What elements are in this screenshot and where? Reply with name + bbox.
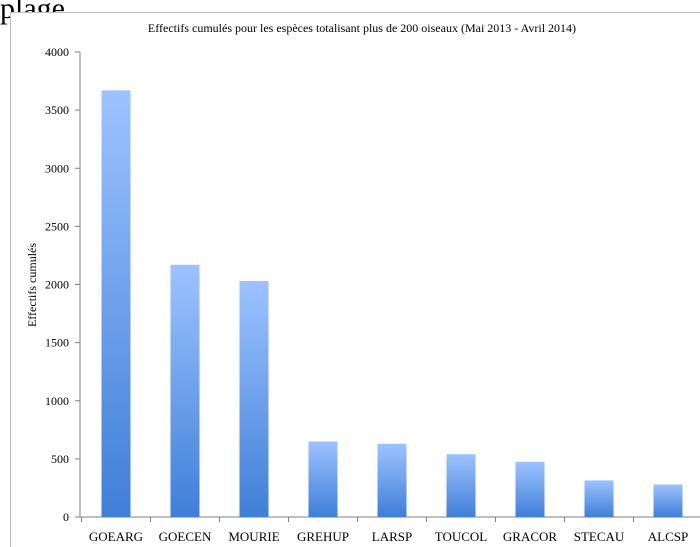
y-tick-label: 4000 — [45, 45, 69, 59]
y-tick-label: 2000 — [45, 278, 69, 292]
y-tick-label: 500 — [51, 452, 69, 466]
y-tick-label: 0 — [63, 510, 69, 524]
chart-title: Effectifs cumulés pour les espèces total… — [148, 21, 576, 35]
bar — [377, 443, 407, 517]
x-tick-label: LARSP — [372, 529, 412, 544]
bar — [653, 484, 683, 517]
bar — [170, 264, 200, 517]
x-tick-label: GOECEN — [159, 529, 212, 544]
bars — [101, 90, 683, 518]
x-tick-label: GOEARG — [89, 529, 143, 544]
y-tick-label: 1000 — [45, 394, 69, 408]
y-tick-label: 3500 — [45, 103, 69, 117]
bar — [308, 441, 338, 517]
x-tick-label: STECAU — [574, 529, 625, 544]
x-tick-label: MOURIE — [228, 529, 279, 544]
bar — [446, 454, 476, 517]
y-axis-label: Effectifs cumulés — [25, 243, 39, 327]
x-tick-label: TOUCOL — [435, 529, 488, 544]
y-tick-label: 1500 — [45, 336, 69, 350]
x-tick-label: GRACOR — [503, 529, 558, 544]
y-tick-labels: 0 500 1000 1500 2000 2500 3000 3500 4000 — [45, 45, 69, 524]
y-tick-label: 3000 — [45, 161, 69, 175]
x-tick-label: GREHUP — [297, 529, 349, 544]
x-tick-labels: GOEARG GOECEN MOURIE GREHUP LARSP TOUCOL GRACO… — [89, 529, 688, 544]
x-tick-label: ALCSP — [648, 529, 688, 544]
bar — [239, 281, 269, 517]
bar — [101, 90, 131, 518]
bar — [584, 480, 614, 517]
bar — [515, 461, 545, 517]
y-tick-label: 2500 — [45, 219, 69, 233]
